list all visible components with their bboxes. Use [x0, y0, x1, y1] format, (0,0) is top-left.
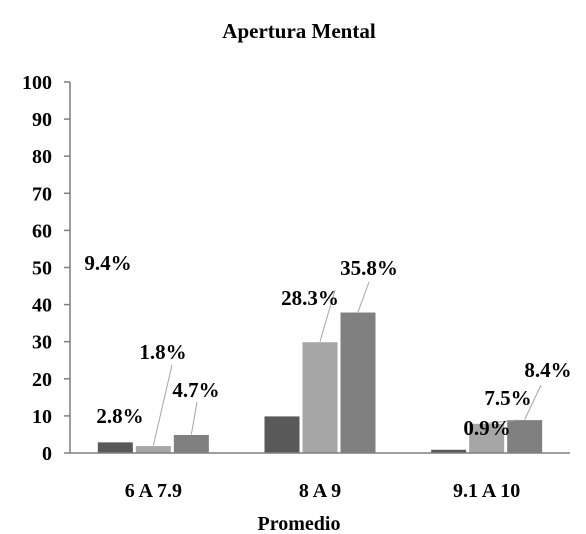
- x-tick-label: 6 A 7.9: [125, 480, 182, 502]
- bar: [340, 312, 376, 453]
- bar: [302, 342, 338, 453]
- data-label: 4.7%: [172, 378, 219, 402]
- y-tick-label: 20: [32, 369, 52, 391]
- data-label: 8.4%: [524, 358, 571, 382]
- y-tick-label: 100: [22, 72, 52, 94]
- chart-title: Apertura Mental: [222, 19, 376, 43]
- leader-line: [358, 282, 369, 312]
- data-label: 7.5%: [484, 386, 531, 410]
- leader-line: [153, 365, 172, 446]
- bar: [264, 416, 300, 453]
- y-tick-label: 10: [32, 406, 52, 428]
- y-tick-label: 90: [32, 109, 52, 131]
- data-label: 1.8%: [139, 340, 186, 364]
- y-tick-label: 30: [32, 332, 52, 354]
- y-axis-ticks: 0 10 20 30 40 50 60 70 80 90 100: [22, 72, 70, 465]
- data-label: 2.8%: [96, 404, 143, 428]
- y-tick-label: 70: [32, 183, 52, 205]
- leader-line: [191, 402, 197, 434]
- x-tick-label: 9.1 A 10: [453, 480, 520, 502]
- bar: [135, 446, 171, 453]
- y-tick-label: 60: [32, 220, 52, 242]
- data-label: 9.4%: [84, 251, 131, 275]
- y-tick-label: 0: [42, 443, 52, 465]
- data-label: 0.9%: [463, 416, 510, 440]
- y-tick-label: 50: [32, 258, 52, 280]
- bar: [507, 420, 543, 453]
- bar: [173, 434, 209, 453]
- data-label: 35.8%: [340, 256, 398, 280]
- data-label: 28.3%: [281, 286, 339, 310]
- y-tick-label: 80: [32, 146, 52, 168]
- y-tick-label: 40: [32, 295, 52, 317]
- bar: [97, 442, 133, 453]
- x-tick-label: 8 A 9: [299, 480, 341, 502]
- x-axis-categories: 6 A 7.9 8 A 9 9.1 A 10: [125, 480, 521, 502]
- x-axis-title: Promedio: [258, 513, 341, 534]
